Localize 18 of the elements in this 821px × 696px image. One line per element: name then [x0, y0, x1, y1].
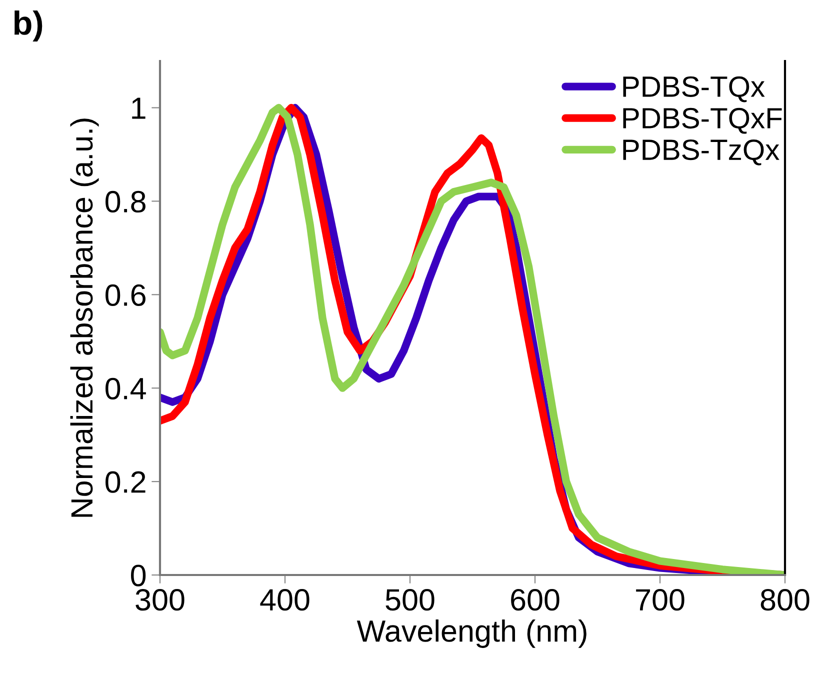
y-tick-label: 1 — [132, 98, 146, 119]
y-tick-label: 0 — [131, 564, 146, 586]
legend-label: PDBS-TzQx — [623, 139, 780, 166]
x-tick-label: 300 — [136, 589, 184, 611]
y-axis-title: Normalized absorbance (a.u.) — [70, 118, 99, 517]
x-tick-label: 400 — [260, 589, 310, 611]
x-tick-label: 600 — [511, 589, 560, 611]
text: b) — [14, 10, 42, 42]
x-tick-label: 500 — [386, 589, 434, 611]
y-tick-label: 0.4 — [106, 378, 146, 400]
y-tick-label: 0.2 — [106, 471, 146, 493]
x-tick-label: 700 — [636, 589, 684, 611]
y-tick-label: 0.6 — [106, 284, 146, 306]
x-axis-title: Wavelength (nm) — [356, 619, 586, 648]
legend-label: PDBS-TQxF — [623, 108, 782, 134]
y-tick-label: 0.8 — [106, 190, 146, 213]
legend-label: PDBS-TQx — [623, 76, 765, 102]
x-tick-label: 800 — [760, 589, 810, 611]
